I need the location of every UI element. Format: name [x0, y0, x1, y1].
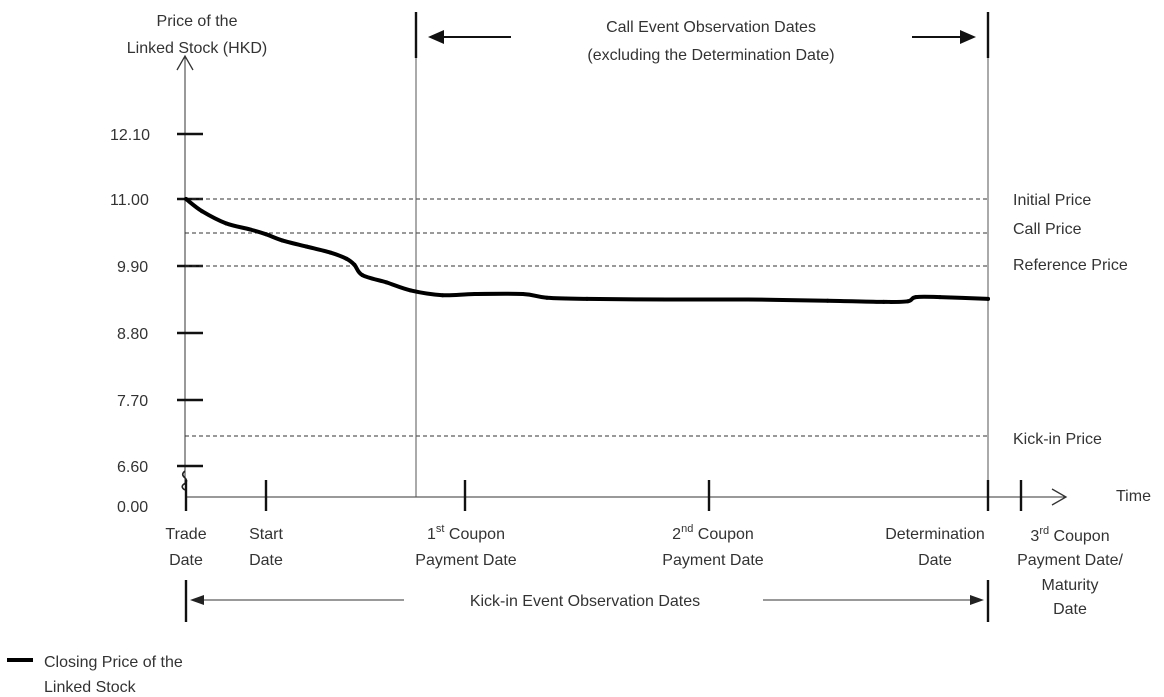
y-tick-label-6-60: 6.60: [117, 459, 148, 476]
legend-label-line-2: Linked Stock: [44, 679, 137, 696]
series-point-1: [200, 209, 204, 214]
kickin-window-right-arrowhead: [970, 595, 984, 605]
y-tick-label-11-00: 11.00: [110, 192, 149, 209]
trade-date-label-line-1: Trade: [165, 526, 206, 543]
legend-label-line-1: Closing Price of the: [44, 654, 183, 671]
call-window-right-arrowhead: [960, 30, 976, 44]
series-point-3: [248, 227, 253, 232]
kickin-window-title: Kick-in Event Observation Dates: [470, 593, 700, 610]
series-point-25: [986, 296, 990, 301]
series-point-5: [280, 238, 285, 243]
y-axis-title-line-1: Price of the: [157, 13, 238, 30]
start-date-label-line-1: Start: [249, 526, 283, 543]
call-window-title-line-2: (excluding the Determination Date): [587, 47, 834, 64]
second-coupon-label-line-2: Payment Date: [662, 552, 763, 569]
closing-price-series-line: [184, 197, 990, 304]
first-coupon-label-line-1: 1st Coupon: [427, 523, 505, 543]
series-point-14: [472, 292, 477, 296]
call-price-label: Call Price: [1013, 221, 1082, 238]
series-point-6: [304, 244, 309, 249]
series-point-13: [440, 293, 445, 298]
series-point-22: [905, 299, 910, 304]
series-point-23: [913, 295, 918, 300]
x-axis-arrowhead: [1051, 488, 1068, 506]
series-point-8: [344, 256, 349, 261]
third-coupon-label-line-2: Payment Date/: [1017, 552, 1123, 569]
series-point-11: [384, 280, 389, 285]
y-tick-label-12-10: 12.10: [110, 127, 150, 144]
trade-date-label-line-2: Date: [169, 552, 203, 569]
series-point-17: [585, 296, 589, 301]
series-point-2: [224, 221, 229, 226]
series-point-10: [360, 273, 365, 278]
series-point-9: [352, 262, 357, 267]
series-point-21: [881, 299, 886, 304]
y-tick-label-9-90: 9.90: [117, 259, 148, 276]
determination-date-label-line-2: Date: [918, 552, 952, 569]
series-point-18: [665, 297, 670, 302]
initial-price-label: Initial Price: [1013, 192, 1091, 209]
series-point-16: [544, 295, 549, 300]
second-coupon-label-line-1: 2nd Coupon: [672, 523, 754, 543]
series-point-20: [825, 298, 830, 303]
first-coupon-label-line-2: Payment Date: [415, 552, 516, 569]
y-tick-label-7-70: 7.70: [117, 393, 148, 410]
series-point-12: [408, 288, 413, 293]
third-coupon-label-line-1: 3rd Coupon: [1030, 525, 1109, 545]
y-axis-title-line-2: Linked Stock (HKD): [127, 40, 268, 57]
y-axis-arrowhead: [176, 54, 194, 71]
reference-price-label: Reference Price: [1013, 257, 1128, 274]
kickin-window-left-arrowhead: [190, 595, 204, 605]
third-coupon-label-line-3: Maturity: [1042, 577, 1099, 594]
series-point-4: [264, 232, 269, 237]
closing-price-series-points: [184, 197, 990, 304]
call-window-left-arrowhead: [428, 30, 444, 44]
y-tick-label-0-00: 0.00: [117, 499, 148, 516]
kick-in-price-label: Kick-in Price: [1013, 431, 1102, 448]
determination-date-label-line-1: Determination: [885, 526, 985, 543]
x-axis-title: Time: [1116, 488, 1151, 505]
third-coupon-label-line-4: Date: [1053, 601, 1087, 618]
y-tick-label-8-80: 8.80: [117, 326, 148, 343]
series-point-0: [184, 197, 188, 201]
start-date-label-line-2: Date: [249, 552, 283, 569]
call-window-title-line-1: Call Event Observation Dates: [606, 19, 816, 36]
series-point-7: [328, 250, 333, 255]
series-point-24: [937, 295, 942, 300]
series-point-15: [520, 292, 525, 296]
series-point-19: [745, 297, 750, 302]
